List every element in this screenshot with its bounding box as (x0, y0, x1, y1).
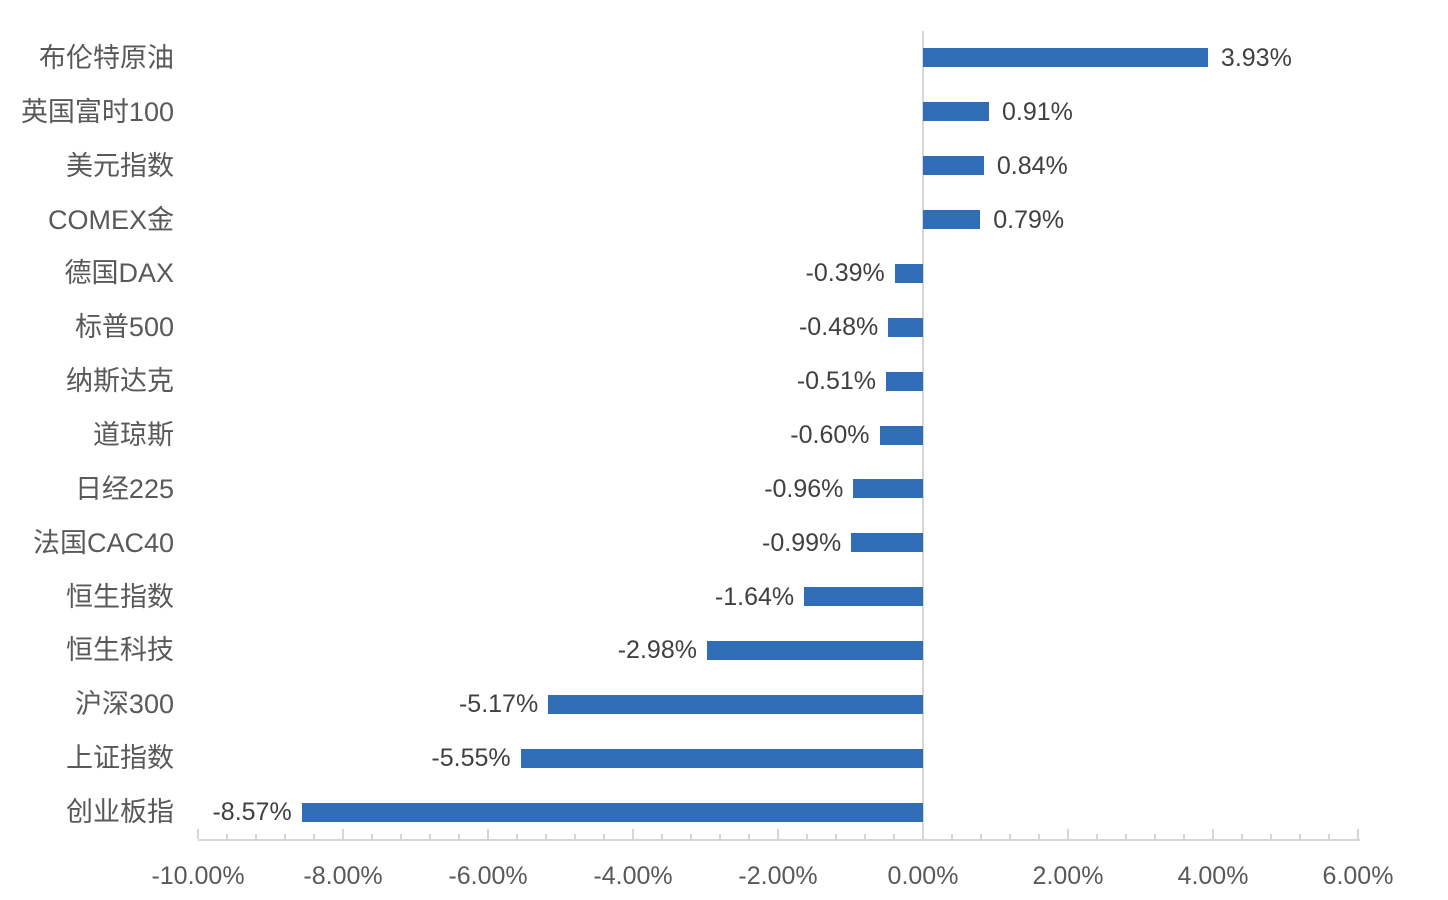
bar (879, 425, 923, 445)
bar (923, 210, 981, 230)
x-axis-major-tick (1067, 829, 1069, 839)
x-axis-minor-tick (1270, 834, 1272, 839)
category-label: 创业板指 (66, 797, 174, 828)
x-axis-tick-label: 4.00% (1177, 862, 1249, 890)
x-axis-minor-tick (1125, 834, 1127, 839)
bar-value-label: -0.51% (796, 367, 877, 396)
x-axis-major-tick (1212, 829, 1214, 839)
bar (886, 371, 923, 391)
x-axis-minor-tick (400, 834, 402, 839)
category-label: 恒生指数 (66, 581, 174, 612)
bar-value-label: -0.60% (790, 421, 870, 449)
x-axis-minor-tick (371, 834, 373, 839)
x-axis-minor-tick (1154, 834, 1156, 839)
bar (888, 317, 923, 337)
category-label: 沪深300 (74, 689, 174, 720)
x-axis-tick-label: -8.00% (303, 862, 383, 890)
x-axis-major-tick (487, 829, 489, 839)
bar-value-label: -0.39% (805, 259, 885, 288)
x-axis-minor-tick (516, 834, 518, 839)
bar-value-label: -2.98% (617, 636, 697, 665)
x-axis-minor-tick (226, 834, 228, 839)
bar (301, 802, 923, 822)
x-axis-tick-label: 2.00% (1032, 862, 1104, 890)
x-axis-major-tick (632, 829, 634, 839)
x-axis-tick-label: 0.00% (887, 862, 959, 890)
x-axis-minor-tick (893, 834, 895, 839)
bar (851, 533, 923, 553)
x-axis-minor-tick (574, 834, 576, 839)
x-axis-major-tick (922, 829, 924, 839)
x-axis-minor-tick (313, 834, 315, 839)
x-axis-minor-tick (980, 834, 982, 839)
bar (923, 48, 1208, 68)
x-axis-minor-tick (661, 834, 663, 839)
x-axis-minor-tick (603, 834, 605, 839)
bar-value-label: -5.55% (431, 744, 511, 773)
x-axis-minor-tick (429, 834, 431, 839)
x-axis-tick-label: -10.00% (151, 862, 245, 890)
bar (853, 479, 923, 499)
x-axis-minor-tick (1183, 834, 1185, 839)
x-axis-minor-tick (748, 834, 750, 839)
category-label: 恒生科技 (66, 635, 174, 666)
bar (923, 102, 989, 122)
bar (923, 156, 984, 176)
x-axis-minor-tick (284, 834, 286, 839)
bar-value-label: -0.48% (798, 313, 879, 342)
category-label: 德国DAX (64, 258, 174, 289)
x-axis-tick-label: 6.00% (1322, 862, 1394, 890)
bar (706, 640, 923, 660)
bar-value-label: 3.93% (1220, 43, 1292, 72)
x-axis-minor-tick (1096, 834, 1098, 839)
category-label: 法国CAC40 (32, 527, 174, 558)
x-axis-line (198, 839, 1360, 841)
bar-value-label: 0.79% (993, 205, 1065, 234)
x-axis-minor-tick (951, 834, 953, 839)
x-axis-major-tick (197, 829, 199, 839)
bar-value-label: -5.17% (458, 690, 539, 719)
x-axis-major-tick (1357, 829, 1359, 839)
x-axis-minor-tick (545, 834, 547, 839)
x-axis-minor-tick (864, 834, 866, 839)
x-axis-major-tick (777, 829, 779, 839)
x-axis-tick-label: -4.00% (593, 862, 673, 890)
category-label: 纳斯达克 (66, 366, 174, 397)
bar (548, 694, 923, 714)
x-axis-minor-tick (690, 834, 692, 839)
zero-axis-line (922, 31, 924, 839)
category-label: 道琼斯 (93, 420, 174, 450)
x-axis-minor-tick (806, 834, 808, 839)
bar-value-label: -1.64% (714, 582, 795, 611)
category-label: 美元指数 (66, 150, 174, 181)
bar (804, 587, 923, 607)
category-label: 上证指数 (66, 743, 174, 774)
x-axis-minor-tick (1328, 834, 1330, 839)
x-axis-tick-label: -6.00% (448, 862, 528, 890)
x-axis-minor-tick (255, 834, 257, 839)
x-axis-major-tick (342, 829, 344, 839)
x-axis-minor-tick (1009, 834, 1011, 839)
bar-value-label: 0.84% (996, 151, 1068, 180)
x-axis-minor-tick (1241, 834, 1243, 839)
x-axis-tick-label: -2.00% (738, 862, 818, 890)
bar-value-label: -8.57% (212, 798, 292, 827)
bar (894, 263, 923, 283)
bar-value-label: -0.96% (764, 474, 844, 503)
x-axis-minor-tick (458, 834, 460, 839)
x-axis-minor-tick (719, 834, 721, 839)
category-label: 英国富时100 (20, 96, 174, 127)
category-label: 标普500 (74, 312, 174, 343)
category-label: 布伦特原油 (39, 42, 174, 73)
x-axis-minor-tick (1299, 834, 1301, 839)
bar-value-label: 0.91% (1001, 97, 1073, 126)
bar-value-label: -0.99% (762, 528, 842, 557)
bar (520, 748, 923, 768)
category-label: COMEX金 (47, 204, 174, 235)
x-axis-minor-tick (1038, 834, 1040, 839)
x-axis-minor-tick (835, 834, 837, 839)
category-label: 日经225 (74, 473, 174, 504)
